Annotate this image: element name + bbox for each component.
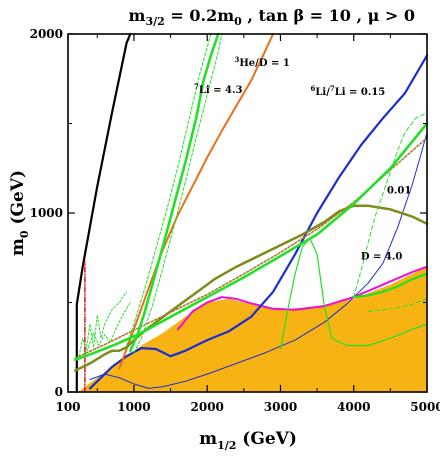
annotation-text: Li = 4.3: [199, 85, 243, 96]
green-upper-c: [133, 33, 223, 354]
orange-line: [118, 33, 275, 370]
title-sub: 3/2: [145, 15, 164, 28]
title-eq: = 0.2m: [165, 6, 234, 25]
annotation-text: Li/: [315, 87, 330, 98]
annotation-he3: 3He/D = 1: [234, 55, 289, 69]
annotation-sup: 6: [310, 84, 315, 93]
green-dashed-low: [367, 298, 428, 312]
annotation-li7: 7Li = 4.3: [194, 82, 242, 96]
blue-thick: [88, 54, 429, 390]
xlabel-m: m: [199, 429, 217, 449]
olive-line: [74, 204, 429, 372]
x-tick-label: 2000: [191, 400, 224, 414]
blue-thin: [89, 131, 428, 389]
y-tick-label: 2000: [30, 27, 63, 41]
green-wiggle-b: [82, 302, 131, 359]
title-sub0: 0: [234, 15, 242, 28]
x-tick-label: 100: [55, 400, 80, 414]
x-tick-label: 3000: [264, 400, 297, 414]
excluded-region: [68, 266, 427, 392]
series-group: [74, 32, 429, 394]
annotation-v001: 0.01: [387, 185, 411, 196]
annotation-sup: 3: [234, 55, 239, 64]
green-dashed: [353, 112, 428, 298]
y-tick-label: 1000: [30, 206, 63, 220]
title-m: m: [129, 6, 146, 25]
magenta-line: [176, 265, 428, 331]
annotation-text2: Li = 0.15: [335, 87, 386, 98]
y-axis-label: m0 (GeV): [8, 170, 31, 256]
x-tick-label: 4000: [337, 400, 370, 414]
annotation-sup: 7: [194, 82, 199, 91]
green-thin: [279, 237, 428, 350]
plot-area: [67, 32, 429, 394]
xlabel-sub: 1/2: [217, 439, 236, 452]
title-rest: , tan β = 10 , μ > 0: [242, 6, 415, 25]
green-upper-b: [126, 33, 212, 346]
annotation-d4: D = 4.0: [361, 252, 402, 263]
green-mid: [352, 272, 429, 299]
x-tick-label: 1000: [117, 400, 150, 414]
black-line: [75, 32, 132, 394]
green-upper: [129, 32, 220, 353]
ylabel-sub: 0: [18, 230, 31, 238]
ylabel-m: m: [8, 238, 28, 256]
x-axis-label: m1/2 (GeV): [199, 429, 297, 452]
green-wiggle: [78, 291, 128, 357]
chart-title: m3/2 = 0.2m0 , tan β = 10 , μ > 0: [129, 6, 415, 28]
y-tick-label: 0: [55, 385, 63, 399]
annotation-sup2: 7: [330, 84, 335, 93]
annotation-text: D = 4.0: [361, 252, 402, 263]
annotation-li6: 6Li/7Li = 0.15: [310, 84, 385, 98]
annotation-text: He/D = 1: [239, 58, 289, 69]
annotation-text: 0.01: [387, 185, 411, 196]
green-lower: [74, 122, 429, 362]
x-tick-label: 5000: [410, 400, 440, 414]
ylabel-unit: (GeV): [8, 170, 28, 231]
xlabel-unit: (GeV): [236, 429, 297, 449]
